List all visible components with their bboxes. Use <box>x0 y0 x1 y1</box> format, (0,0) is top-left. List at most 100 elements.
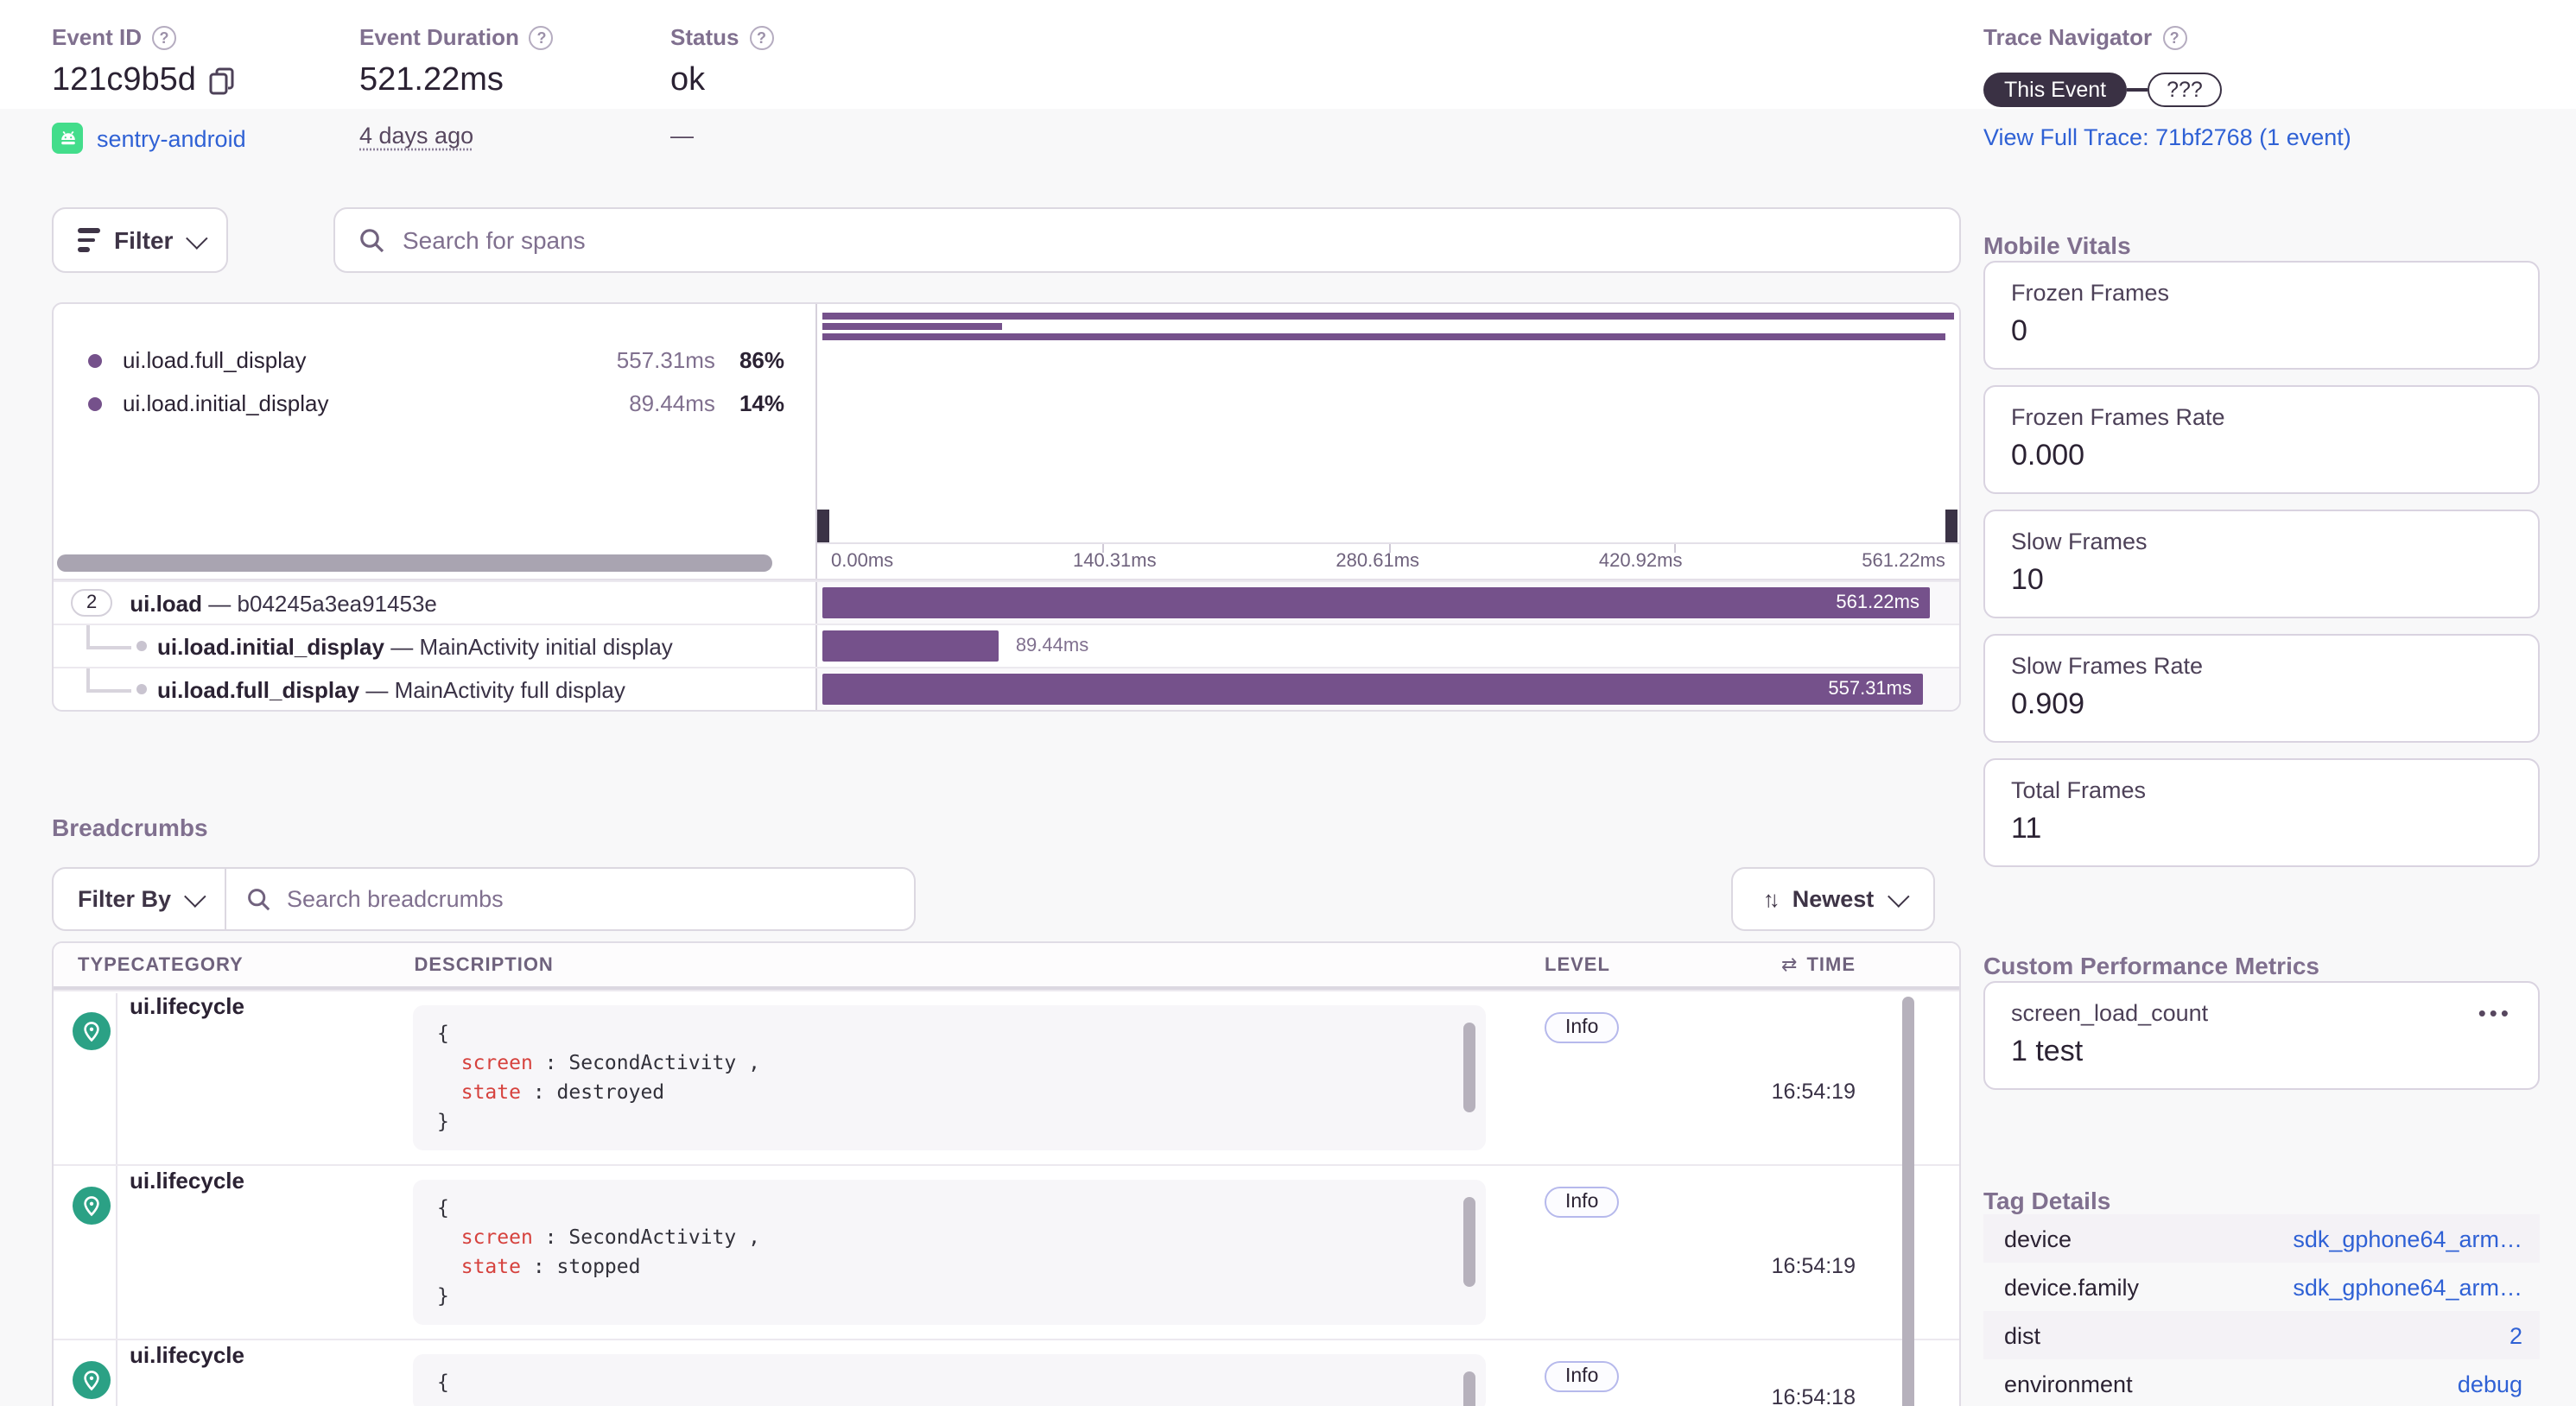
this-event-node[interactable]: This Event <box>1983 73 2128 107</box>
chevron-down-icon <box>1887 885 1909 908</box>
breadcrumb-code-block[interactable]: { <box>413 1354 1486 1406</box>
legend-item: ui.load.full_display 557.31ms 86% <box>54 339 815 382</box>
lifecycle-pin-icon <box>73 1361 111 1399</box>
overflow-menu-icon[interactable]: ••• <box>2478 1000 2512 1026</box>
breadcrumb-row[interactable]: ui.lifecycle { screen : SecondActivity ,… <box>54 990 1959 1164</box>
unknown-trace-node[interactable]: ??? <box>2148 73 2222 107</box>
axis-tick-label: 561.22ms <box>1862 551 1945 572</box>
breadcrumbs-filter-button[interactable]: Filter By <box>54 869 227 929</box>
minimap-bar <box>822 323 1003 330</box>
event-id-value: 121c9b5d <box>52 62 196 98</box>
project-link[interactable]: sentry-android <box>97 125 246 151</box>
span-row[interactable]: ui.load.initial_display — MainActivity i… <box>54 624 1959 667</box>
view-full-trace-link[interactable]: View Full Trace: 71bf2768 (1 event) <box>1983 124 2351 150</box>
tag-value-link[interactable]: sdk_gphone64_arm… <box>2293 1274 2522 1300</box>
breadcrumbs-title: Breadcrumbs <box>52 814 208 841</box>
tag-row: device sdk_gphone64_arm… <box>1983 1214 2540 1263</box>
metric-name: screen_load_count <box>2011 1000 2209 1026</box>
project-meta: sentry-android <box>52 123 246 154</box>
tag-row: environment debug <box>1983 1359 2540 1406</box>
tag-value-link[interactable]: 2 <box>2509 1322 2522 1348</box>
tag-value-link[interactable]: debug <box>2457 1371 2522 1396</box>
span-waterfall-card: ui.load.full_display 557.31ms 86% ui.loa… <box>52 302 1961 712</box>
span-duration-label: 561.22ms <box>1836 592 1919 613</box>
breadcrumbs-search-input[interactable] <box>287 886 893 912</box>
help-icon[interactable]: ? <box>152 25 177 49</box>
vital-card: Frozen Frames 0 <box>1983 261 2540 370</box>
tag-key: dist <box>2004 1322 2041 1348</box>
spans-search-input[interactable] <box>403 226 1935 254</box>
viewport-handle-right[interactable] <box>1945 510 1957 542</box>
breadcrumb-category: ui.lifecycle <box>130 1342 244 1368</box>
code-scrollbar-thumb[interactable] <box>1463 1197 1475 1287</box>
col-header-time[interactable]: ⇄ TIME <box>1781 954 1856 976</box>
span-duration-label: 89.44ms <box>1015 636 1089 656</box>
tag-value-link[interactable]: sdk_gphone64_arm… <box>2293 1226 2522 1251</box>
vital-label: Total Frames <box>2011 777 2147 803</box>
metric-value: 1 test <box>2011 1035 2084 1067</box>
minimap-bar <box>822 333 1946 340</box>
help-icon[interactable]: ? <box>529 25 554 49</box>
legend-dot <box>88 353 102 367</box>
android-icon <box>52 123 83 154</box>
search-icon <box>360 228 384 252</box>
mobile-vitals-title: Mobile Vitals <box>1983 231 2131 259</box>
breadcrumbs-sort-button[interactable]: ↑↓ Newest <box>1731 867 1935 931</box>
lifecycle-pin-icon <box>73 1012 111 1050</box>
vital-value: 0.000 <box>2011 439 2085 472</box>
breadcrumb-code-block[interactable]: { screen : SecondActivity , state : dest… <box>413 1005 1486 1150</box>
legend-duration: 89.44ms <box>629 390 715 416</box>
tag-row: device.family sdk_gphone64_arm… <box>1983 1263 2540 1311</box>
status-value: ok <box>670 62 706 98</box>
legend-duration: 557.31ms <box>616 347 715 373</box>
spans-filter-button[interactable]: Filter <box>52 207 229 273</box>
span-legend: ui.load.full_display 557.31ms 86% ui.loa… <box>54 304 815 425</box>
custom-metric-card: screen_load_count ••• 1 test <box>1983 981 2540 1090</box>
tag-details-list: device sdk_gphone64_arm… device.family s… <box>1983 1214 2540 1406</box>
tag-key: environment <box>2004 1371 2133 1396</box>
spans-search <box>333 207 1961 273</box>
sort-exchange-icon: ⇄ <box>1781 955 1799 976</box>
tag-row: dist 2 <box>1983 1311 2540 1359</box>
code-scrollbar-thumb[interactable] <box>1463 1371 1475 1406</box>
help-icon[interactable]: ? <box>2162 25 2187 49</box>
legend-percent: 86% <box>739 347 784 373</box>
lifecycle-pin-icon <box>73 1187 111 1225</box>
breadcrumbs-scrollbar-thumb[interactable] <box>1902 997 1914 1406</box>
time-axis: 0.00ms 140.31ms 280.61ms 420.92ms 561.22… <box>817 542 1959 579</box>
trace-navigator-label: Trace Navigator ? <box>1983 24 2187 50</box>
breadcrumb-row[interactable]: ui.lifecycle { screen : SecondActivity ,… <box>54 1164 1959 1339</box>
age-text[interactable]: 4 days ago <box>359 123 474 149</box>
legend-dot <box>88 396 102 410</box>
breadcrumb-code-block[interactable]: { screen : SecondActivity , state : stop… <box>413 1180 1486 1325</box>
vital-label: Frozen Frames <box>2011 280 2170 306</box>
horizontal-scrollbar-thumb[interactable] <box>57 554 772 572</box>
chevron-down-icon <box>184 885 206 908</box>
breadcrumb-row[interactable]: ui.lifecycle { Info 16:54:18 <box>54 1339 1959 1406</box>
tree-connector <box>86 689 131 693</box>
copy-icon[interactable] <box>210 67 236 95</box>
viewport-handle-left[interactable] <box>817 510 829 542</box>
breadcrumbs-table-header: TYPE CATEGORY DESCRIPTION LEVEL ⇄ TIME <box>54 943 1959 990</box>
level-badge: Info <box>1545 1012 1620 1043</box>
legend-name: ui.load.full_display <box>123 347 307 373</box>
code-scrollbar-thumb[interactable] <box>1463 1023 1475 1112</box>
span-bar[interactable]: 561.22ms <box>822 587 1930 618</box>
vital-label: Slow Frames Rate <box>2011 653 2204 679</box>
span-bar[interactable] <box>822 630 999 662</box>
tree-connector-dot <box>136 641 147 651</box>
help-icon[interactable]: ? <box>749 25 774 49</box>
span-minimap[interactable] <box>817 304 1959 542</box>
vital-card: Frozen Frames Rate 0.000 <box>1983 385 2540 494</box>
tree-connector <box>86 668 90 689</box>
col-header-category: CATEGORY <box>130 954 244 975</box>
tree-connector <box>86 625 90 648</box>
custom-metrics-title: Custom Performance Metrics <box>1983 952 2320 979</box>
span-row[interactable]: 2 ui.load — b04245a3ea91453e 561.22ms <box>54 580 1959 624</box>
event-age: 4 days ago <box>359 123 473 149</box>
span-row[interactable]: ui.load.full_display — MainActivity full… <box>54 667 1959 710</box>
span-bar[interactable]: 557.31ms <box>822 674 1922 705</box>
children-count-badge[interactable]: 2 <box>71 589 113 617</box>
level-badge: Info <box>1545 1361 1620 1392</box>
breadcrumbs-table: TYPE CATEGORY DESCRIPTION LEVEL ⇄ TIME u… <box>52 941 1961 1406</box>
